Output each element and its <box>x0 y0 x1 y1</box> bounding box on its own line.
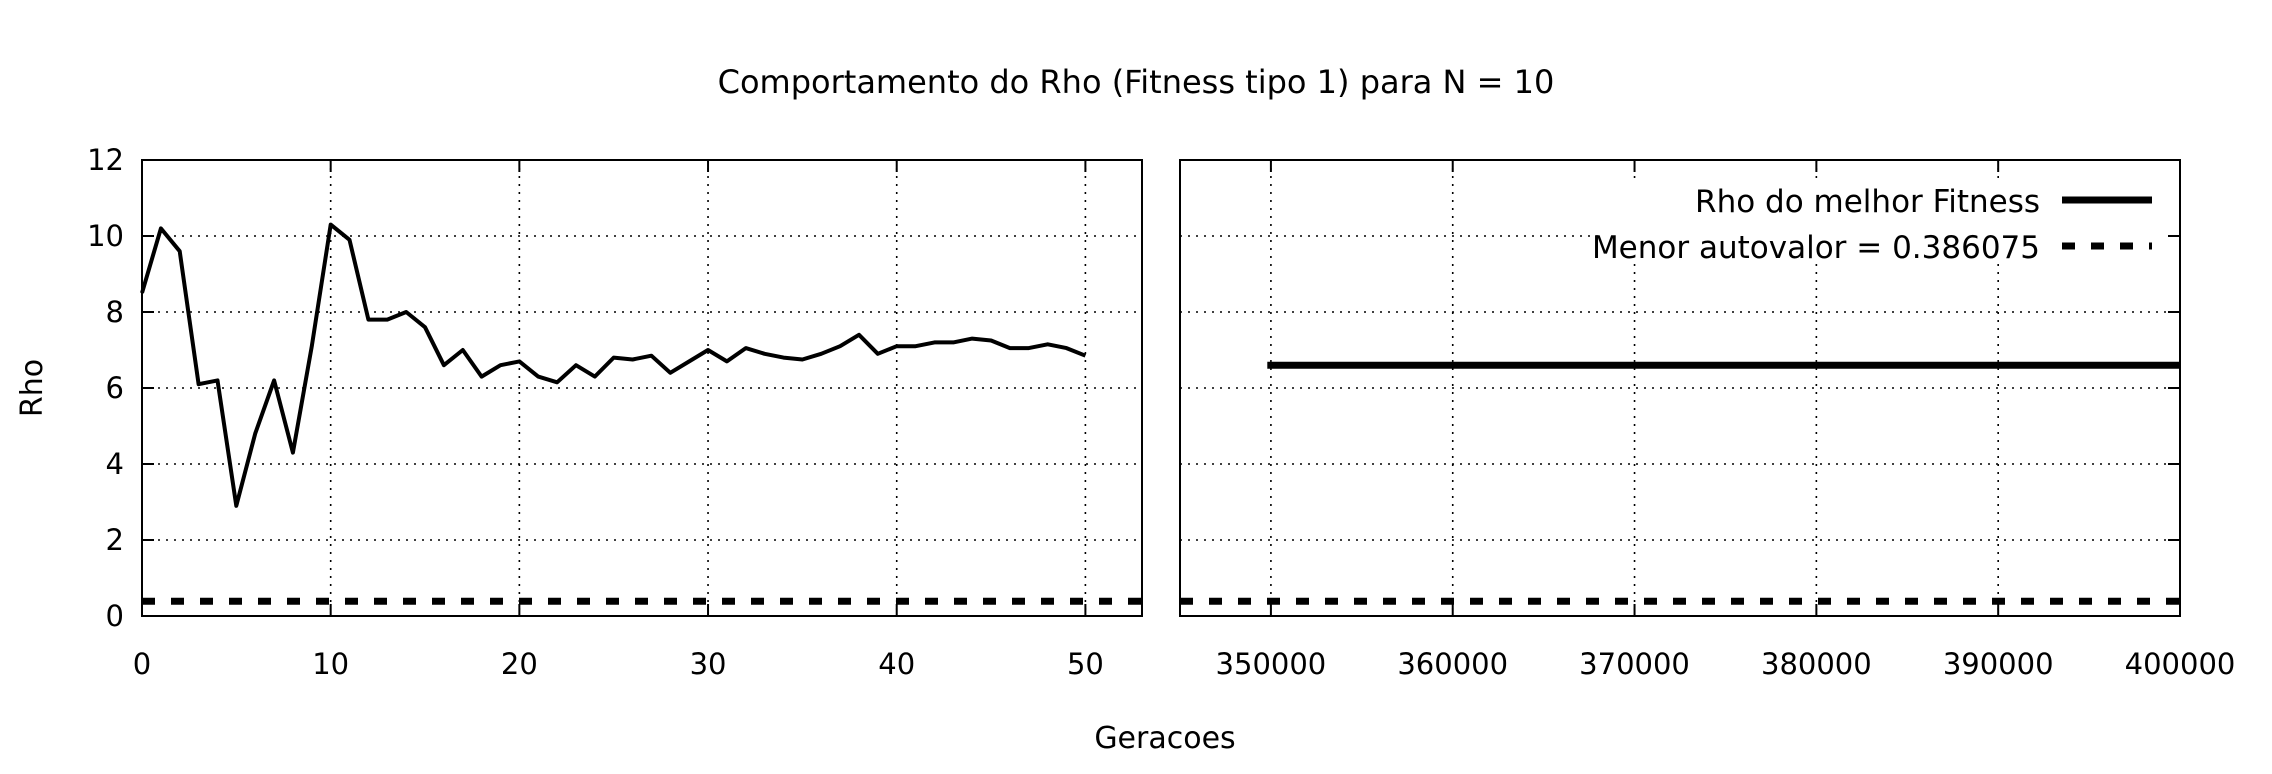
y-tick-label: 4 <box>106 447 124 481</box>
y-tick-label: 10 <box>87 219 124 253</box>
ticks-layer <box>141 159 2181 617</box>
y-axis-label: Rho <box>15 359 50 417</box>
series-line-1-left <box>140 222 1087 508</box>
legend-label-series-2: Menor autovalor = 0.386075 <box>1592 230 2040 266</box>
chart-title: Comportamento do Rho (Fitness tipo 1) pa… <box>718 63 1555 101</box>
legend-label-series-1: Rho do melhor Fitness <box>1695 184 2040 220</box>
x-tick-label: 350000 <box>1216 647 1327 681</box>
y-tick-label: 6 <box>106 371 124 405</box>
y-tick-label: 8 <box>106 295 124 329</box>
x-tick-label: 370000 <box>1579 647 1690 681</box>
x-tick-label: 390000 <box>1943 647 2054 681</box>
x-tick-label: 380000 <box>1761 647 1872 681</box>
x-tick-label: 40 <box>878 647 915 681</box>
x-tick-label: 30 <box>690 647 727 681</box>
x-tick-label: 400000 <box>2125 647 2236 681</box>
x-tick-label: 360000 <box>1397 647 1508 681</box>
x-tick-label: 0 <box>133 647 151 681</box>
x-tick-label: 10 <box>312 647 349 681</box>
y-tick-label: 12 <box>87 143 124 177</box>
x-axis-label: Geracoes <box>1094 721 1235 756</box>
y-tick-label: 0 <box>106 599 124 633</box>
x-tick-label: 50 <box>1067 647 1104 681</box>
series-layer <box>140 222 2180 605</box>
tick-labels: 0 2 4 6 8 10 12 0 10 20 30 40 50 350000 360000 370000 38… <box>87 143 2235 681</box>
x-tick-label: 20 <box>501 647 538 681</box>
y-tick-label: 2 <box>106 523 124 557</box>
legend: Rho do melhor Fitness Menor autovalor = … <box>1592 178 2166 266</box>
